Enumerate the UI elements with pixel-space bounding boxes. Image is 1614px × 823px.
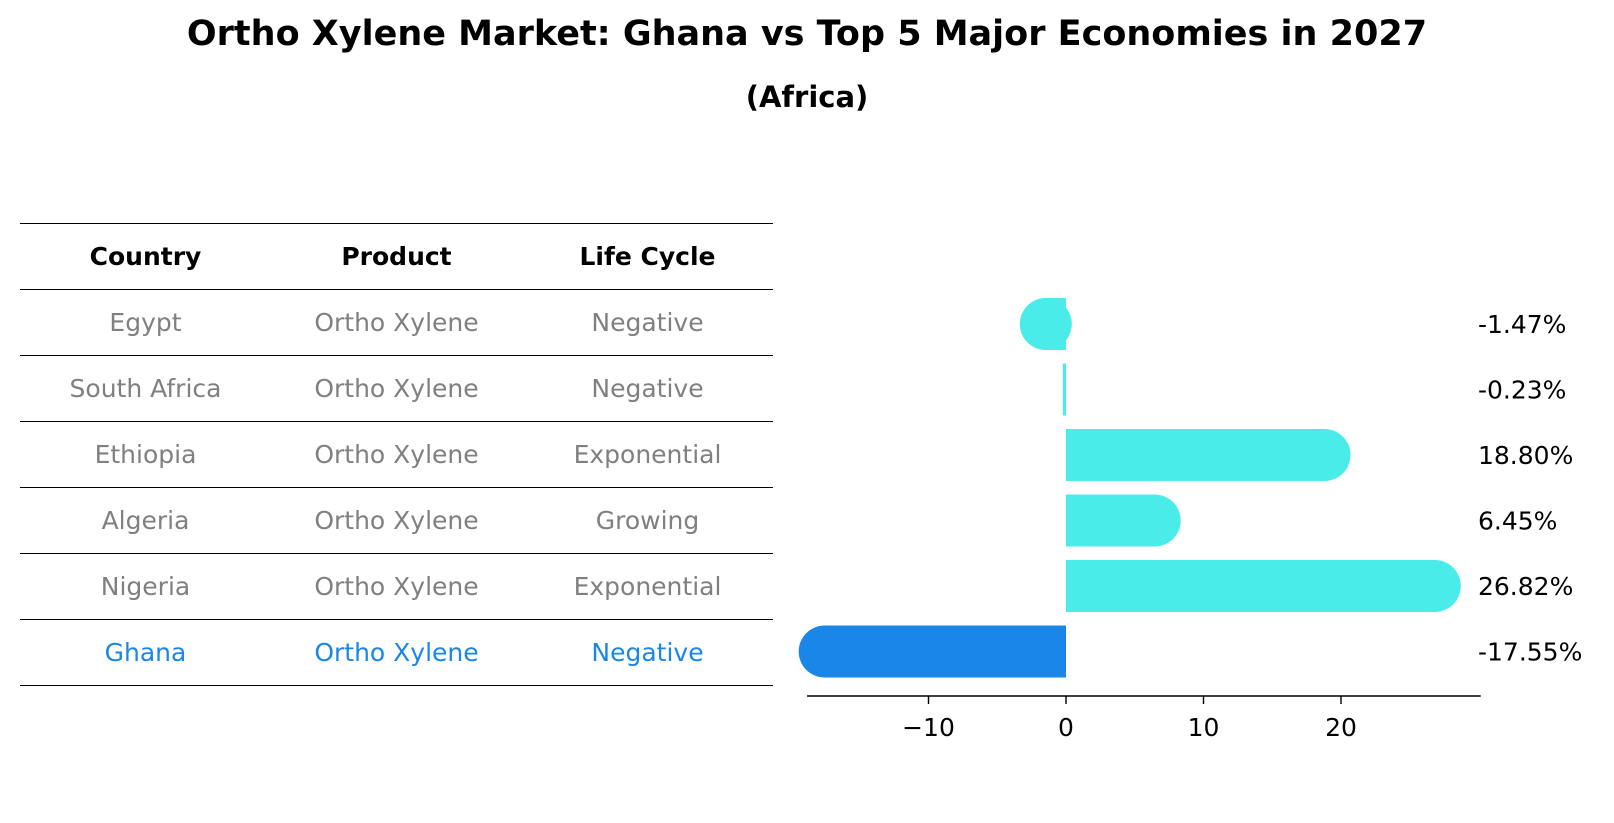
x-tick-label: −10 (902, 713, 955, 742)
bar-nigeria (1066, 560, 1461, 612)
value-label: 18.80% (1478, 441, 1573, 470)
value-label: -17.55% (1478, 638, 1582, 667)
cell-country: Nigeria (20, 553, 271, 620)
bar-algeria (1066, 494, 1181, 547)
bar-cap (1128, 494, 1181, 547)
chart-title: Ortho Xylene Market: Ghana vs Top 5 Majo… (186, 14, 1428, 54)
bar-egypt (1019, 298, 1072, 350)
cell-life-cycle: Negative (522, 289, 773, 356)
cell-country: Algeria (20, 487, 271, 554)
bar-body (1066, 429, 1325, 481)
bar-body (1066, 560, 1435, 612)
header-product: Product (271, 223, 522, 290)
cell-product: Ortho Xylene (271, 619, 522, 686)
value-label: 26.82% (1478, 572, 1573, 601)
table-row: South Africa Ortho Xylene Negative (20, 355, 773, 422)
cell-product: Ortho Xylene (271, 421, 522, 488)
cell-life-cycle: Exponential (522, 421, 773, 488)
table-row: Egypt Ortho Xylene Negative (20, 289, 773, 356)
header-country: Country (20, 223, 271, 290)
bar-cap (1408, 560, 1461, 612)
cell-country: Ethiopia (20, 421, 271, 488)
bar-body (1062, 363, 1066, 416)
cell-product: Ortho Xylene (271, 355, 522, 422)
header-life-cycle: Life Cycle (522, 223, 773, 290)
x-tick-label: 20 (1325, 713, 1357, 742)
bar-cap (1298, 429, 1351, 481)
value-label: -0.23% (1478, 376, 1566, 405)
cell-country: South Africa (20, 355, 271, 422)
table-row: Ethiopia Ortho Xylene Exponential (20, 421, 773, 488)
cell-country: Egypt (20, 289, 271, 356)
chart-subtitle: (Africa) (745, 80, 869, 114)
country-table: Country Product Life Cycle Egypt Ortho X… (20, 223, 773, 686)
cell-life-cycle: Exponential (522, 553, 773, 620)
bar-cap (1019, 298, 1072, 350)
x-tick-label: 0 (1058, 713, 1074, 742)
value-label: 6.45% (1478, 507, 1557, 536)
cell-life-cycle: Growing (522, 487, 773, 554)
cell-country: Ghana (20, 619, 271, 686)
cell-product: Ortho Xylene (271, 553, 522, 620)
table-row: Algeria Ortho Xylene Growing (20, 487, 773, 554)
cell-product: Ortho Xylene (271, 289, 522, 356)
cell-life-cycle: Negative (522, 619, 773, 686)
cell-life-cycle: Negative (522, 355, 773, 422)
table-row-highlight: Ghana Ortho Xylene Negative (20, 619, 773, 686)
bar-ghana (798, 625, 1066, 678)
bar-ethiopia (1066, 429, 1351, 481)
bar-cap (798, 625, 851, 678)
x-tick-label: 10 (1188, 713, 1220, 742)
bar-south-africa (1062, 363, 1066, 416)
bar-body (824, 625, 1066, 678)
table-header-row: Country Product Life Cycle (20, 223, 773, 290)
value-label: -1.47% (1478, 310, 1566, 339)
table-row: Nigeria Ortho Xylene Exponential (20, 553, 773, 620)
cell-product: Ortho Xylene (271, 487, 522, 554)
